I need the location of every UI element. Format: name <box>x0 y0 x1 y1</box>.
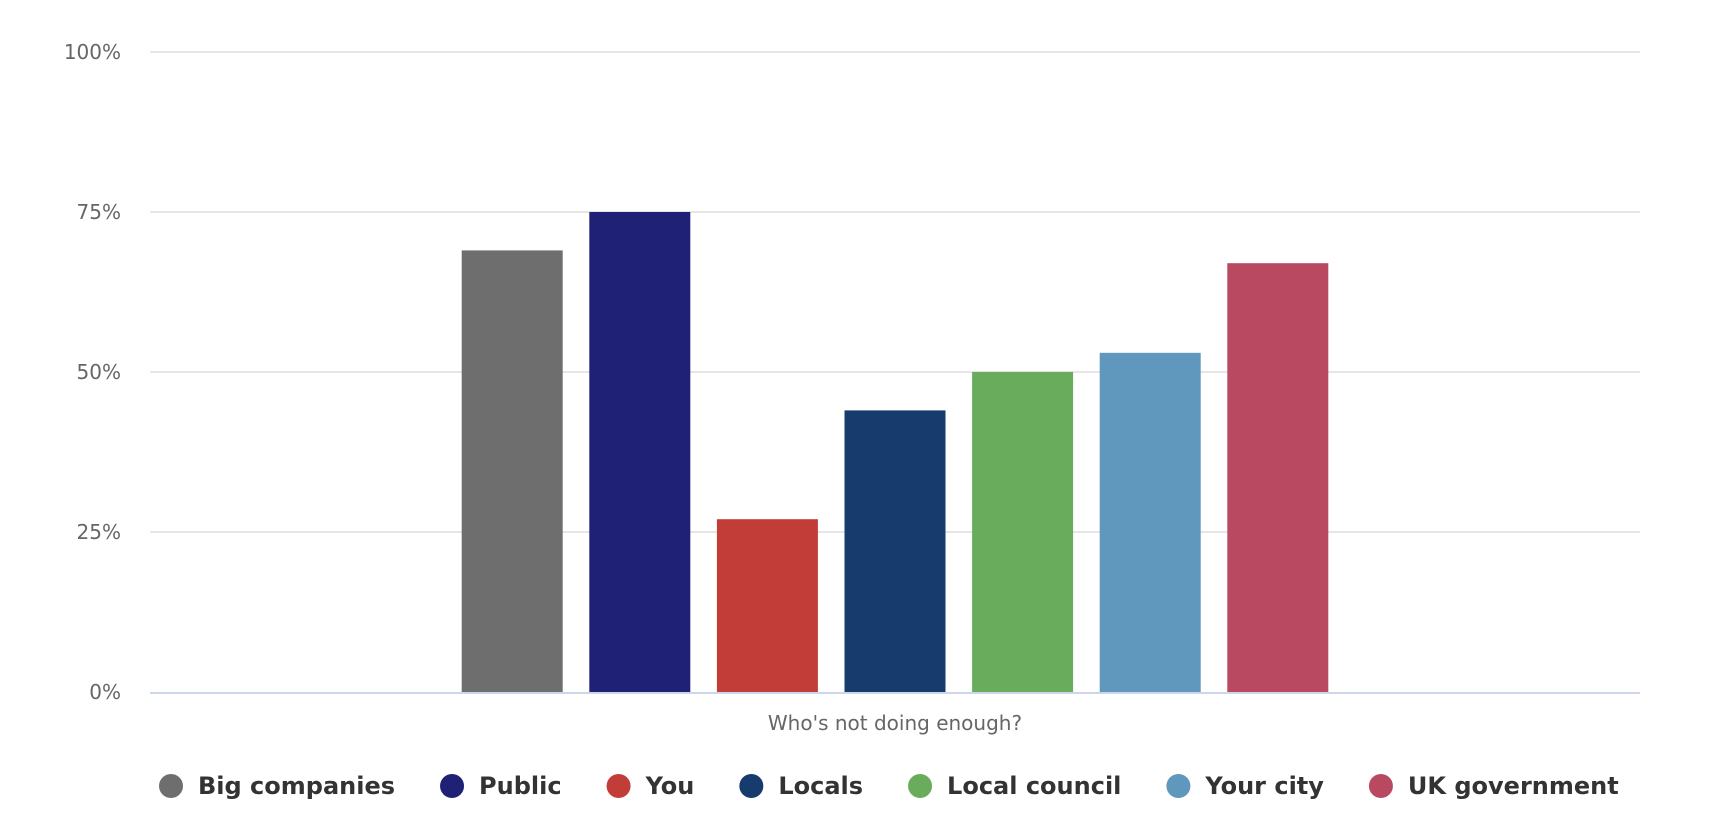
bar-you[interactable] <box>716 519 818 692</box>
y-tick-label: 25% <box>77 520 121 544</box>
legend-label-big-companies: Big companies <box>198 772 395 800</box>
bar-big-companies[interactable] <box>461 250 563 692</box>
legend-swatch-public <box>440 774 465 798</box>
bar-public[interactable] <box>589 212 691 692</box>
legend-item-locals[interactable]: Locals <box>739 772 863 800</box>
legend-item-local-council[interactable]: Local council <box>908 772 1121 800</box>
legend-label-uk-government: UK government <box>1408 772 1619 800</box>
bar-uk-government[interactable] <box>1227 263 1329 692</box>
legend-item-uk-government[interactable]: UK government <box>1368 772 1619 800</box>
bar-local-council[interactable] <box>972 372 1074 692</box>
y-axis-ticks: 0% 25% 50% 75% 100% <box>64 40 121 704</box>
legend-item-public[interactable]: Public <box>440 772 562 800</box>
legend-label-local-council: Local council <box>947 772 1121 800</box>
legend-label-public: Public <box>479 772 562 800</box>
legend: Big companies Public You Locals Local counci… <box>159 772 1619 800</box>
legend-item-your-city[interactable]: Your city <box>1166 772 1324 800</box>
bar-locals[interactable] <box>844 410 946 692</box>
legend-item-you[interactable]: You <box>606 772 695 800</box>
legend-label-locals: Locals <box>778 772 863 800</box>
y-tick-label: 0% <box>89 680 121 704</box>
legend-label-you: You <box>645 772 695 800</box>
bar-your-city[interactable] <box>1099 352 1201 692</box>
legend-swatch-local-council <box>908 774 933 798</box>
x-axis-label: Who's not doing enough? <box>768 711 1022 735</box>
bars <box>461 212 1329 692</box>
legend-label-your-city: Your city <box>1204 772 1324 800</box>
y-tick-label: 75% <box>77 200 121 224</box>
legend-swatch-locals <box>739 774 764 798</box>
y-tick-label: 100% <box>64 40 121 64</box>
legend-swatch-your-city <box>1166 774 1191 798</box>
y-tick-label: 50% <box>77 360 121 384</box>
legend-swatch-you <box>606 774 631 798</box>
legend-swatch-uk-government <box>1368 774 1393 798</box>
legend-item-big-companies[interactable]: Big companies <box>159 772 395 800</box>
legend-swatch-big-companies <box>159 774 183 798</box>
